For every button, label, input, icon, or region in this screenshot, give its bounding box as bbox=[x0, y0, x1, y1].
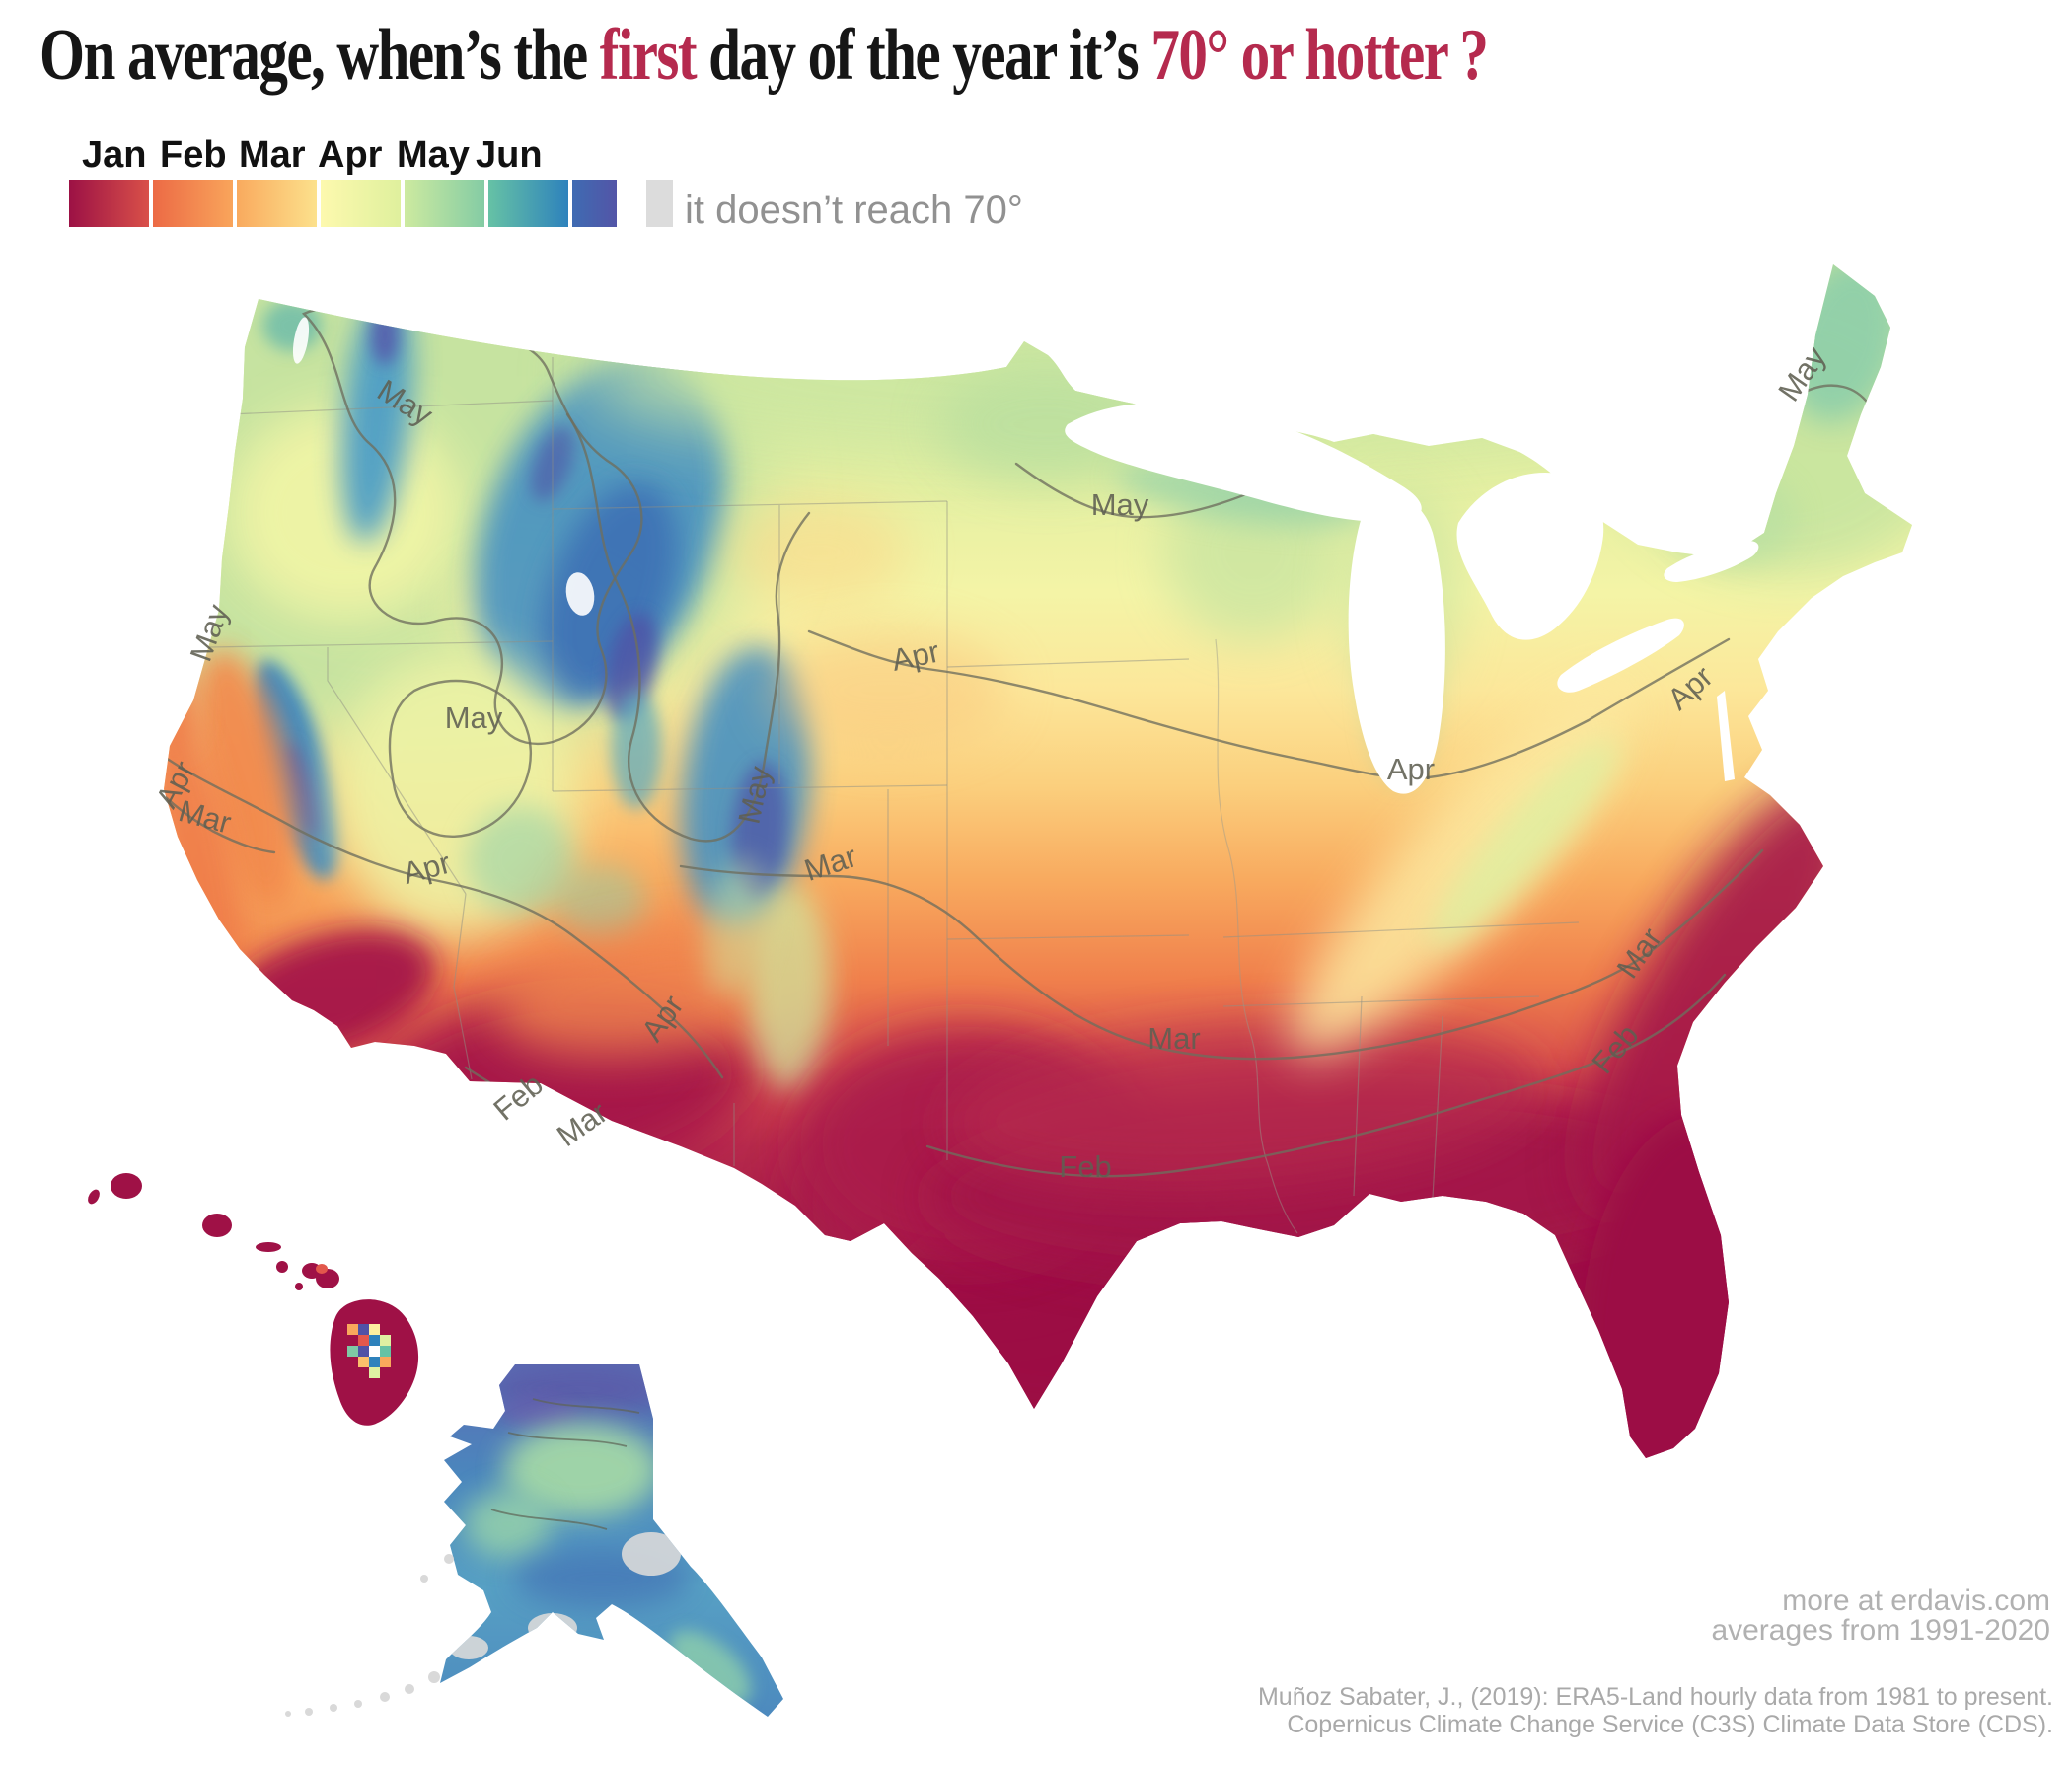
footer-credits: Muñoz Sabater, J., (2019): ERA5-Land hou… bbox=[1258, 1683, 2053, 1738]
contour-month-label: May bbox=[1091, 487, 1149, 522]
legend-bar-segment bbox=[321, 180, 401, 227]
legend-month-label: Feb bbox=[160, 134, 227, 176]
footer-more-link[interactable]: more at erdavis.com bbox=[1782, 1584, 2050, 1617]
state-borders bbox=[208, 357, 1580, 1234]
legend-month-label: Mar bbox=[239, 134, 306, 176]
hawaii-inset bbox=[88, 1173, 419, 1426]
legend-month-label: Jun bbox=[476, 134, 543, 176]
no-reach-label: it doesn’t reach 70° bbox=[685, 188, 1023, 232]
legend-month-label: Apr bbox=[318, 134, 383, 176]
legend-bar-segment bbox=[488, 180, 568, 227]
contour-month-label: Apr bbox=[1387, 752, 1435, 786]
contour-month-label: Mar bbox=[1147, 1021, 1200, 1056]
footer-averages: averages from 1991-2020 bbox=[1711, 1614, 2050, 1647]
big-island-summit-pixels bbox=[347, 1324, 391, 1378]
great-lakes bbox=[292, 317, 1759, 794]
no-reach-swatch bbox=[646, 180, 673, 227]
legend-bar-segment bbox=[153, 180, 233, 227]
aleutian-islands bbox=[285, 1554, 454, 1717]
page-title: On average, when’s the first day of the … bbox=[39, 14, 1849, 98]
legend-bar-segment bbox=[405, 180, 484, 227]
title-part2: day of the year it’s bbox=[695, 15, 1151, 96]
legend-bar-segment bbox=[69, 180, 149, 227]
title-accent-first: first bbox=[599, 15, 698, 96]
legend-bar-segment bbox=[572, 180, 617, 227]
legend-bar-segment bbox=[237, 180, 317, 227]
title-part1: On average, when’s the bbox=[39, 15, 600, 96]
legend-month-label: May bbox=[397, 134, 470, 176]
title-accent-temp: 70° or hotter ? bbox=[1150, 15, 1489, 96]
contour-month-label: Feb bbox=[1059, 1149, 1111, 1184]
legend-month-label: Jan bbox=[82, 134, 147, 176]
footer-meta: more at erdavis.com averages from 1991-2… bbox=[1711, 1586, 2050, 1646]
contour-month-label: May bbox=[445, 700, 503, 735]
footer-credit-line2: Copernicus Climate Change Service (C3S) … bbox=[1287, 1711, 2053, 1738]
footer-credit-line1: Muñoz Sabater, J., (2019): ERA5-Land hou… bbox=[1257, 1683, 2053, 1711]
